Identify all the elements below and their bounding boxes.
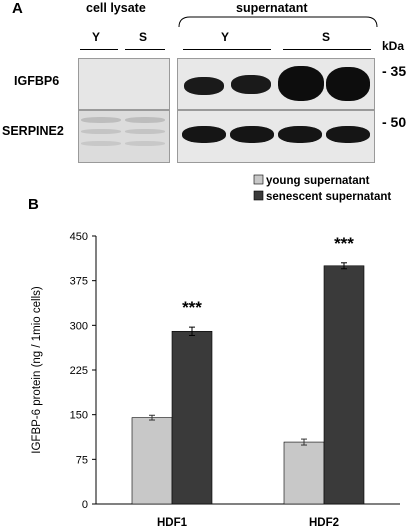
y-tick-label: 75 <box>76 454 88 466</box>
supernatant-y-underline <box>183 49 271 50</box>
supernatant-s-underline <box>283 49 371 50</box>
lysate-faint-band-2 <box>125 117 165 123</box>
bar-hdf1-series-1 <box>131 417 173 505</box>
marker-50: - 50 <box>382 114 407 130</box>
supernatant-bracket <box>178 16 378 28</box>
y-tick-label: 450 <box>70 231 88 243</box>
igfbp6-band-young-2 <box>231 75 271 94</box>
y-tick-label: 150 <box>70 410 88 422</box>
cell-lysate-header: cell lysate <box>86 1 146 15</box>
x-tick-label-hdf1: HDF1 <box>157 517 188 528</box>
lysate-faint-band-6 <box>125 141 165 146</box>
serpine2-row-label: SERPINE2 <box>2 124 64 138</box>
lysate-lane-label-young: Y <box>92 30 101 44</box>
igfbp6-band-senescent-2 <box>326 67 370 101</box>
serpine2-lysate-blot <box>78 110 170 163</box>
serpine2-band-2 <box>230 126 274 143</box>
panel-b-label: B <box>28 196 39 213</box>
lysate-lane-label-senescent: S <box>139 30 148 44</box>
legend-swatch-2 <box>253 190 264 201</box>
igfbp6-band-young-1 <box>184 77 224 95</box>
bar-hdf2-series-1 <box>283 441 325 505</box>
y-tick-label: 0 <box>82 499 88 511</box>
y-tick-label: 375 <box>70 276 88 288</box>
y-tick-label: 225 <box>70 365 88 377</box>
lysate-y-underline <box>80 49 118 50</box>
serpine2-band-4 <box>326 126 370 143</box>
supernatant-lane-label-young: Y <box>221 30 230 44</box>
kda-units-label: kDa <box>382 39 405 53</box>
igfbp6-row-label: IGFBP6 <box>14 74 60 88</box>
x-tick-label-hdf2: HDF2 <box>309 517 339 528</box>
y-tick-label: 300 <box>70 320 88 332</box>
igfbp6-band-senescent-1 <box>278 66 324 101</box>
bar-hdf2-series-2 <box>323 265 365 505</box>
serpine2-band-1 <box>182 126 226 143</box>
supernatant-lane-label-senescent: S <box>322 30 331 44</box>
supernatant-header: supernatant <box>236 1 308 15</box>
lysate-faint-band-5 <box>81 141 121 146</box>
significance-annotation: *** <box>182 298 202 317</box>
igfbp6-bar-chart: 0 75 150 225 300 375 450 IGFBP-6 protein (ng / … <box>31 174 400 528</box>
marker-35: - 35 <box>382 63 407 79</box>
y-axis-label: IGFBP-6 protein (ng / 1mio cells) <box>31 286 43 454</box>
legend-label-2: senescent supernatant <box>266 191 391 203</box>
panel-a-label: A <box>12 0 23 17</box>
lysate-s-underline <box>125 49 165 50</box>
igfbp6-supernatant-blot <box>177 58 375 110</box>
legend-label-1: young supernatant <box>266 175 370 187</box>
lysate-faint-band-3 <box>81 129 121 134</box>
igfbp6-lysate-blot <box>78 58 170 110</box>
significance-annotation: *** <box>334 234 354 253</box>
lysate-faint-band-4 <box>125 129 165 134</box>
lysate-faint-band-1 <box>81 117 121 123</box>
bar-hdf1-series-2 <box>171 330 213 505</box>
serpine2-band-3 <box>278 126 322 143</box>
legend-swatch-1 <box>253 174 264 185</box>
serpine2-supernatant-blot <box>177 110 375 163</box>
